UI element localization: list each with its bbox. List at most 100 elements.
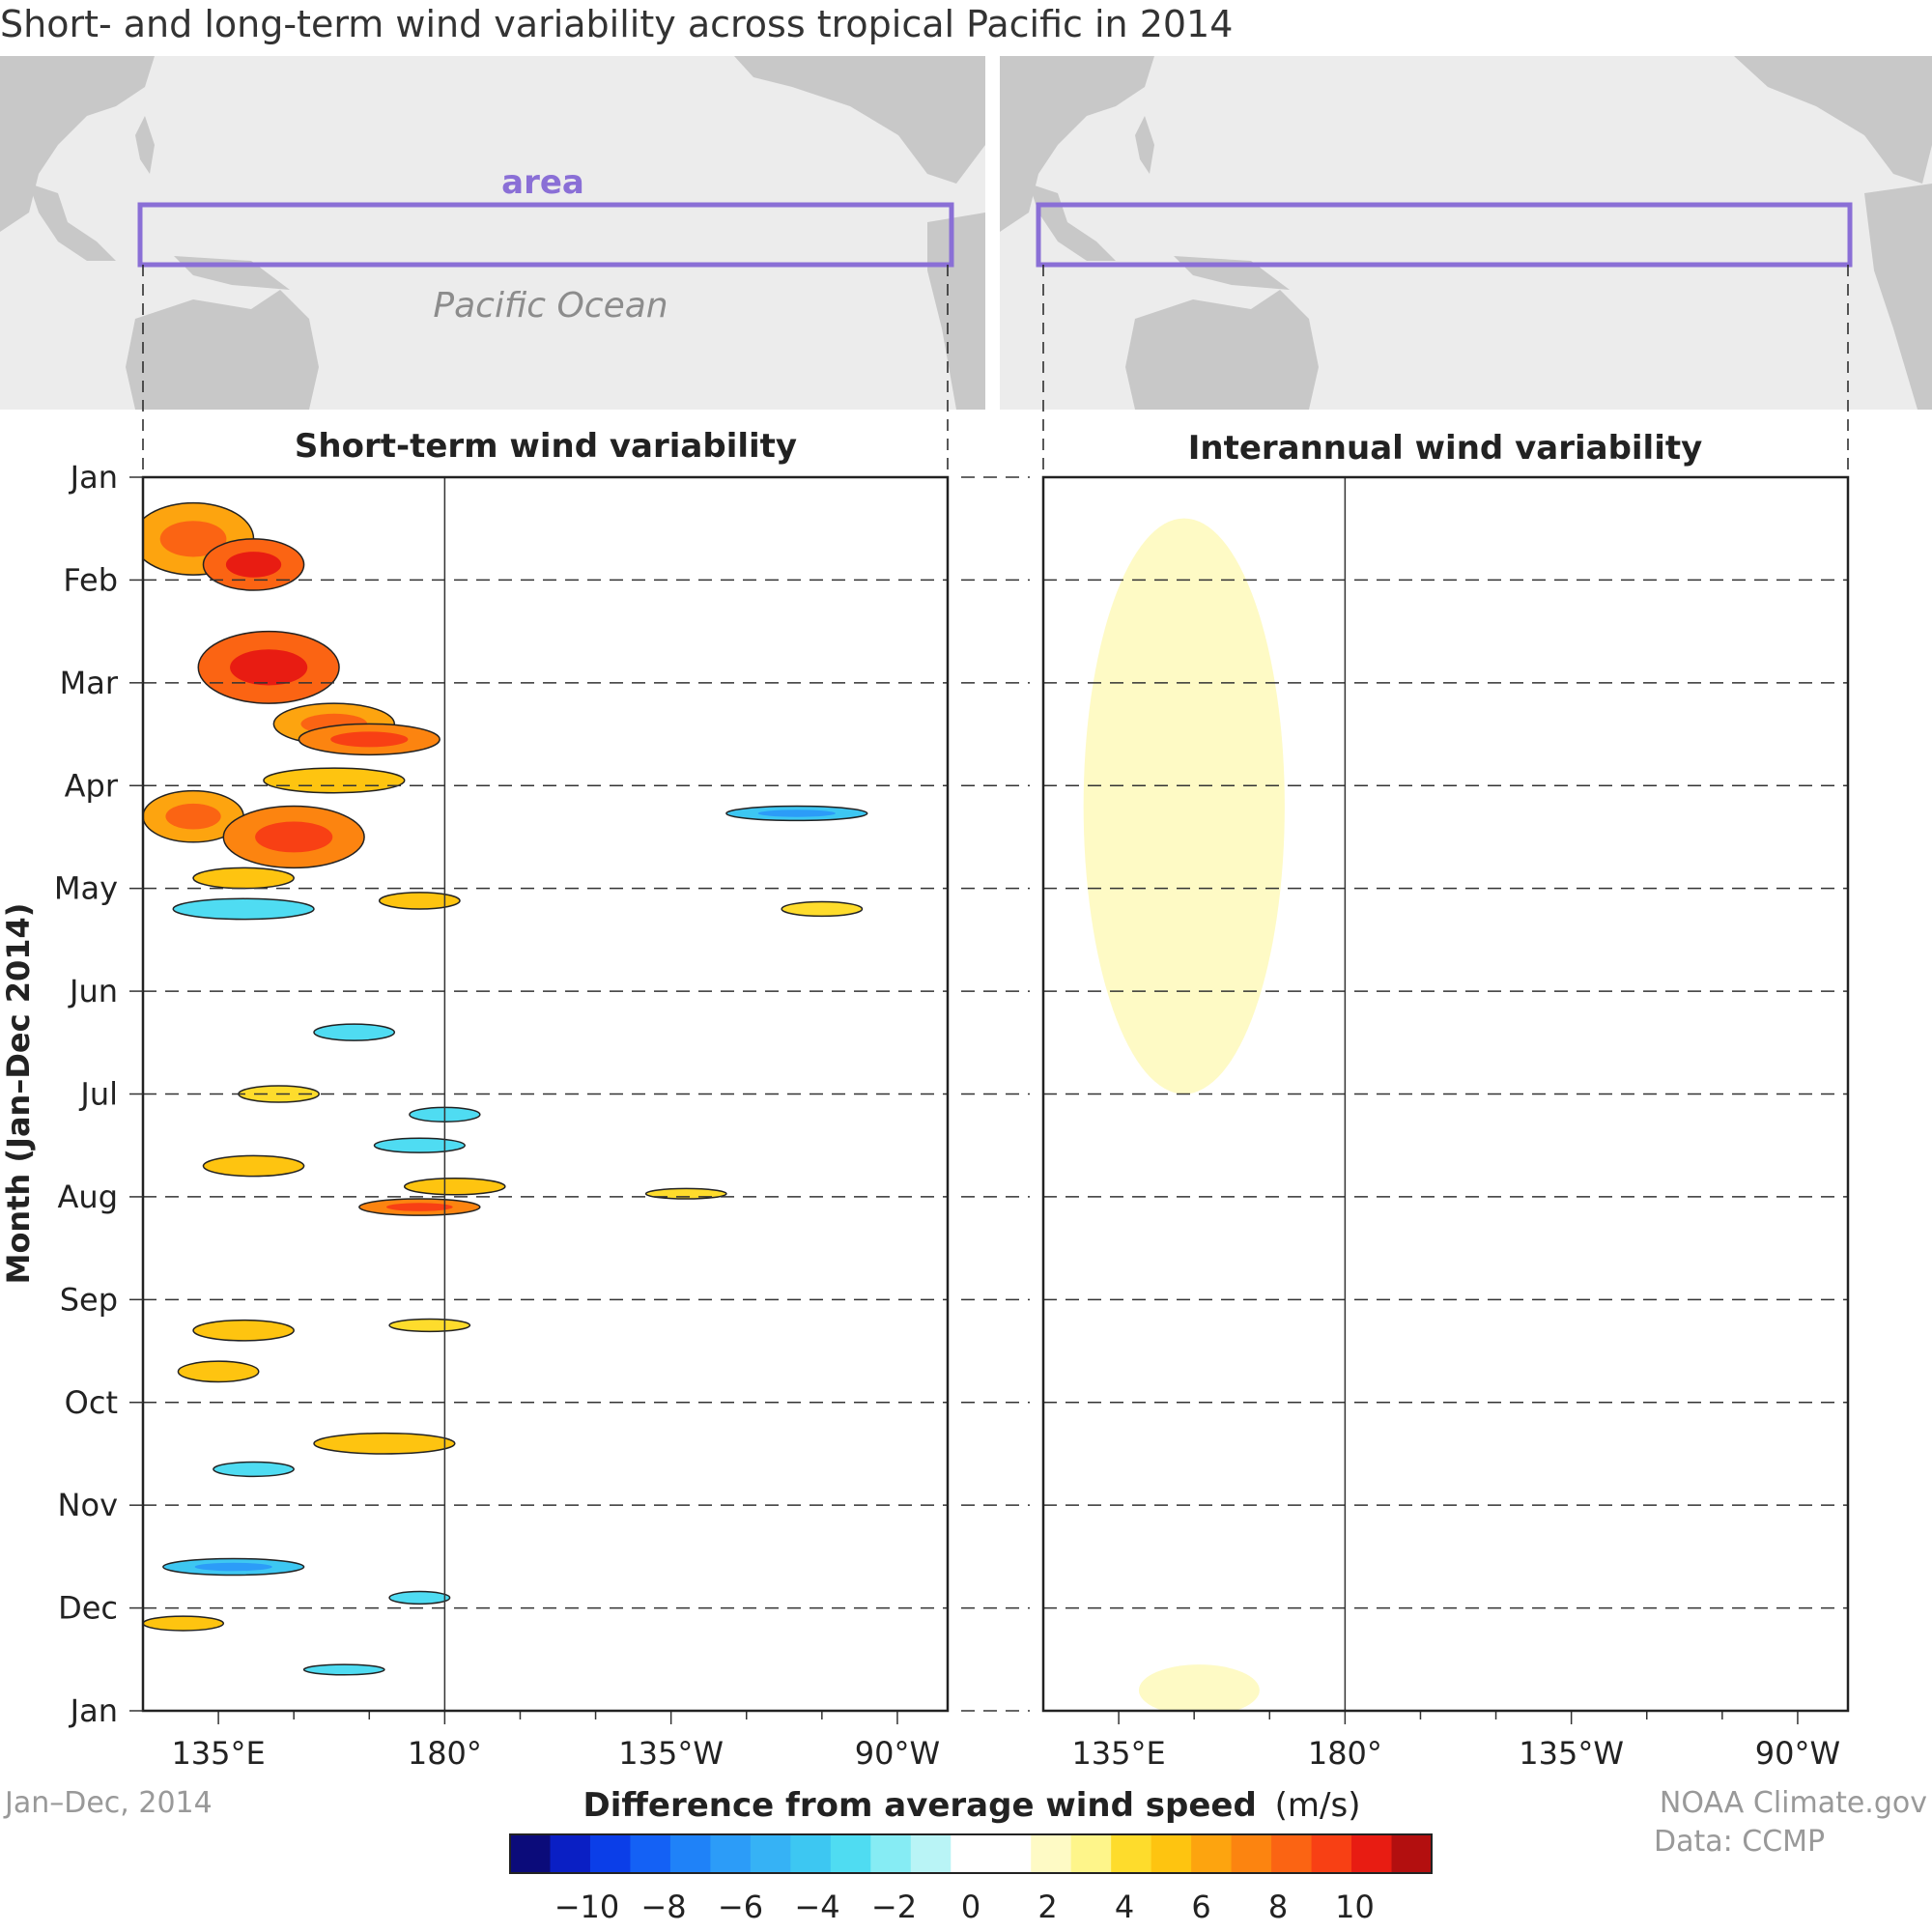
asia-landmass — [1000, 56, 1154, 232]
colorbar-segment — [1271, 1834, 1313, 1873]
north-america-landmass — [734, 56, 985, 184]
x-tick-label: 135°E — [1071, 1735, 1165, 1772]
y-tick-label: May — [54, 870, 118, 907]
footer-source-line2: Data: CCMP — [1654, 1825, 1825, 1859]
colorbar — [509, 1833, 1433, 1874]
southeast-asia-landmass — [29, 184, 116, 261]
ocean-label: Pacific Ocean — [433, 286, 668, 326]
x-tick-label: 180° — [1308, 1735, 1382, 1772]
colorbar-tick-label: −4 — [794, 1889, 839, 1925]
colorbar-segment — [1351, 1834, 1393, 1873]
colorbar-tick-label: −8 — [640, 1889, 686, 1925]
heatmap-feature — [202, 1154, 305, 1178]
short-term-heatmap-panel — [141, 475, 950, 1724]
area-box-left — [137, 202, 954, 268]
colorbar-segment — [630, 1834, 671, 1873]
heatmap-feature — [781, 900, 864, 918]
heatmap-feature-core — [330, 731, 409, 748]
x-tick-label: 135°W — [1519, 1735, 1624, 1772]
colorbar-tick-label: 2 — [1037, 1889, 1057, 1925]
colorbar-tick-label: −2 — [871, 1889, 917, 1925]
heatmap-feature — [373, 1137, 466, 1153]
y-tick-label: Apr — [65, 767, 119, 804]
heatmap-feature-core — [194, 1562, 272, 1572]
map-right — [1000, 56, 1932, 410]
heatmap-feature — [263, 767, 406, 794]
heatmap-feature-core — [225, 552, 282, 578]
colorbar-segment — [589, 1834, 631, 1873]
colorbar-segment — [1191, 1834, 1233, 1873]
panel-left-title: Short-term wind variability — [295, 427, 797, 466]
x-tick-label: 135°E — [171, 1735, 265, 1772]
colorbar-tick-label: 6 — [1191, 1889, 1210, 1925]
south-america-landmass — [927, 213, 985, 410]
colorbar-segment — [550, 1834, 591, 1873]
colorbar-segment — [1391, 1834, 1433, 1873]
svg-text:Difference from average wind s: Difference from average wind speed (m/s) — [583, 1786, 1361, 1825]
asia-landmass — [0, 56, 155, 232]
colorbar-tick-label: −6 — [718, 1889, 763, 1925]
colorbar-segment — [510, 1834, 551, 1873]
colorbar-title: Difference from average wind speed (m/s) — [583, 1786, 1361, 1825]
north-america-landmass — [1734, 56, 1932, 184]
heatmap-feature-core — [165, 803, 221, 830]
footer-date-range: Jan–Dec, 2014 — [3, 1786, 213, 1820]
colorbar-segment — [710, 1834, 752, 1873]
figure-title: Short- and long-term wind variability ac… — [0, 3, 1233, 45]
colorbar-segment — [669, 1834, 711, 1873]
heatmap-feature — [403, 1178, 506, 1196]
y-tick-label: Dec — [58, 1590, 118, 1627]
map-connector-lines — [142, 265, 1849, 477]
colorbar-segment — [830, 1834, 871, 1873]
heatmap-feature — [192, 1319, 295, 1342]
heatmap-feature — [302, 1663, 385, 1676]
colorbar-tick-label: 8 — [1268, 1889, 1288, 1925]
colorbar-segment — [910, 1834, 952, 1873]
heatmap-feature — [313, 1023, 396, 1041]
map-left: area Pacific Ocean — [0, 56, 985, 410]
y-tick-label: Jul — [78, 1076, 118, 1113]
australia-landmass — [1125, 290, 1319, 410]
heatmap-feature — [388, 1590, 451, 1605]
y-tick-label: Mar — [60, 665, 119, 701]
x-tick-label: 180° — [408, 1735, 482, 1772]
area-box-right — [1036, 202, 1853, 268]
colorbar-frame — [509, 1833, 1433, 1874]
colorbar-tick-labels: −10 −8 −6 −4 −2 0 2 4 6 8 10 — [554, 1889, 1375, 1925]
philippines-landmass — [1135, 116, 1154, 174]
colorbar-segment — [870, 1834, 912, 1873]
australia-landmass — [126, 290, 319, 410]
colorbar-segment — [1070, 1834, 1112, 1873]
colorbar-tick-label: 4 — [1115, 1889, 1134, 1925]
y-tick-label: Jun — [68, 973, 118, 1009]
philippines-landmass — [135, 116, 155, 174]
y-tick-label: Feb — [63, 561, 118, 598]
heatmap-feature — [213, 1461, 295, 1478]
heatmap-feature-core — [230, 649, 308, 686]
colorbar-segment — [990, 1834, 1032, 1873]
y-tick-label: Jan — [69, 459, 118, 496]
colorbar-tick-label: −10 — [554, 1889, 620, 1925]
heatmap-feature — [1138, 1664, 1260, 1711]
interannual-heatmap-panel — [1041, 475, 1850, 1724]
heatmap-feature — [192, 867, 295, 890]
x-tick-label: 90°W — [855, 1735, 940, 1772]
heatmap-feature — [313, 1432, 456, 1455]
y-tick-label: Oct — [65, 1384, 118, 1421]
colorbar-segment — [750, 1834, 791, 1873]
footer-source-line1: NOAA Climate.gov — [1660, 1786, 1927, 1820]
y-axis-title: Month (Jan–Dec 2014) — [0, 903, 37, 1285]
right-panel-frame — [1041, 475, 1850, 1713]
heatmap-feature-core — [757, 810, 836, 817]
y-tick-label: Jan — [69, 1692, 118, 1729]
y-tick-label: Nov — [58, 1487, 118, 1523]
colorbar-segment — [1311, 1834, 1352, 1873]
heatmap-feature — [143, 1615, 225, 1632]
heatmap-feature-core — [385, 1203, 453, 1211]
colorbar-segment — [790, 1834, 832, 1873]
south-america-landmass — [1864, 184, 1932, 410]
colorbar-segment — [1031, 1834, 1072, 1873]
colorbar-unit: (m/s) — [1275, 1786, 1361, 1825]
y-tick-label: Aug — [58, 1179, 118, 1215]
heatmap-feature-core — [255, 821, 333, 853]
